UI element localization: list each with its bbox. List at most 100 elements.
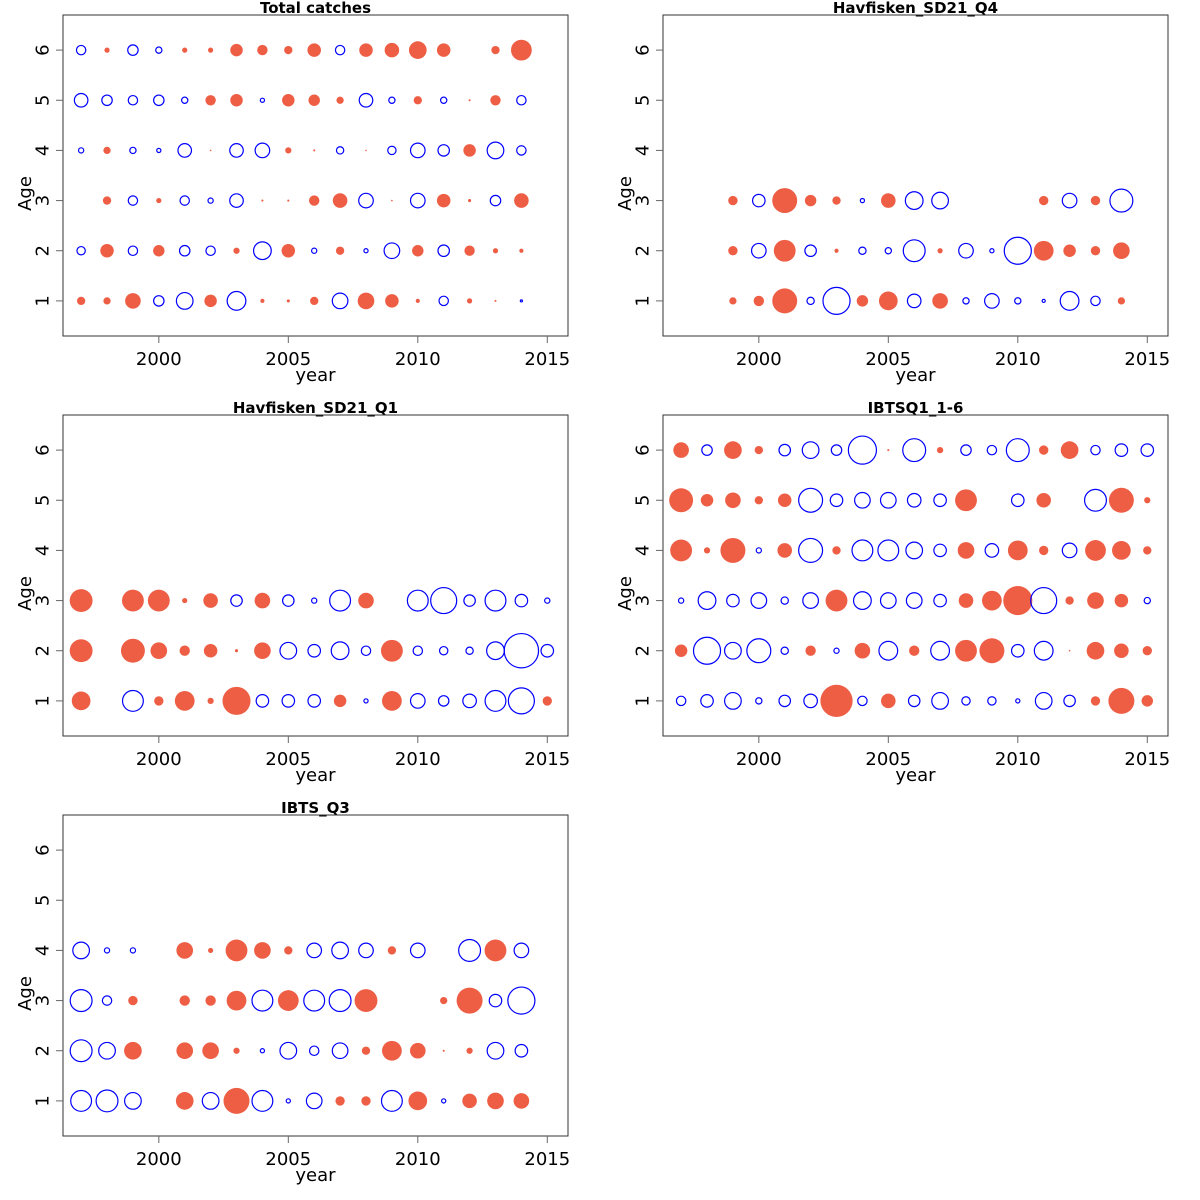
bubble-positive — [176, 942, 194, 959]
bubble-positive — [409, 1042, 426, 1059]
bubble-positive — [466, 1047, 473, 1054]
bubble-negative — [281, 594, 295, 607]
bubble-positive — [832, 196, 841, 205]
bubble-positive — [958, 593, 974, 608]
bubble-positive — [957, 542, 975, 559]
bubble-negative — [409, 192, 426, 209]
bubble-positive — [674, 644, 688, 657]
bubble-negative — [439, 96, 448, 104]
bubble-positive — [125, 293, 141, 309]
bubble-negative — [254, 142, 271, 159]
bubble-negative — [857, 695, 868, 707]
bubble-positive — [772, 288, 798, 314]
bubble-positive — [1112, 541, 1131, 560]
bubble-negative — [878, 640, 899, 661]
bubble-negative — [987, 696, 997, 706]
bubble-negative — [984, 293, 1000, 309]
bubble-negative — [175, 291, 194, 310]
bubble-positive — [332, 193, 348, 208]
bubble-positive — [153, 245, 165, 257]
bubble-positive — [281, 243, 296, 258]
bubble-negative — [465, 646, 474, 655]
bubble-positive — [203, 643, 218, 658]
bubble-negative — [251, 989, 274, 1012]
bubble-positive — [1108, 487, 1134, 513]
bubble-positive — [308, 94, 320, 106]
bubble-negative — [179, 195, 190, 206]
bubble-negative — [516, 94, 527, 106]
bubble-positive — [260, 298, 265, 303]
bubble-positive — [179, 995, 190, 1006]
bubble-positive — [513, 1093, 530, 1109]
bubble-positive — [1113, 242, 1130, 260]
panel-4: IBTS_Q3 2000 2005 2010 2015 1 2 3 4 5 6 year Age — [15, 799, 570, 1186]
bubble-positive — [487, 1092, 504, 1110]
bubble-positive — [225, 939, 248, 962]
bubble-positive — [285, 147, 292, 154]
bubble-positive — [490, 95, 501, 106]
y-tick-label: 1 — [33, 1095, 54, 1106]
bubble-positive — [385, 294, 399, 308]
bubble-positive — [1114, 643, 1129, 659]
x-tick-label: 2000 — [136, 349, 182, 370]
bubble-negative — [847, 435, 878, 465]
bubble-negative — [279, 1041, 298, 1060]
bubble-positive — [207, 697, 214, 705]
bubble-positive — [154, 696, 164, 706]
bubble-positive — [122, 589, 144, 612]
bubble-negative — [205, 245, 216, 257]
bubble-positive — [1039, 445, 1049, 455]
bubble-positive — [1090, 246, 1101, 256]
bubble-negative — [328, 989, 352, 1013]
bubble-negative — [1090, 444, 1101, 456]
bubble-positive — [175, 1092, 194, 1110]
bubble-negative — [77, 147, 85, 154]
bubble-positive — [412, 245, 424, 257]
bubble-negative — [724, 691, 742, 710]
bubble-negative — [72, 941, 91, 960]
bubble-positive — [361, 1046, 371, 1055]
bubble-positive — [336, 96, 344, 104]
bubble-positive — [333, 694, 347, 708]
bubble-negative — [1061, 192, 1078, 209]
bubble-positive — [804, 194, 817, 207]
bubble-negative — [746, 638, 772, 664]
plot-frame — [62, 414, 569, 737]
bubble-negative — [255, 694, 270, 708]
bubble-negative — [806, 296, 815, 306]
bubble-negative — [303, 989, 326, 1012]
y-tick-label: 6 — [633, 44, 654, 55]
bubble-negative — [488, 993, 503, 1008]
bubble-positive — [120, 638, 145, 663]
bubble-positive — [1039, 545, 1049, 556]
bubble-negative — [1059, 290, 1080, 311]
bubble-negative — [127, 195, 139, 206]
bubble-negative — [229, 143, 244, 158]
bubble-positive — [257, 44, 268, 56]
bubble-positive — [464, 245, 475, 256]
x-tick-label: 2010 — [395, 749, 441, 770]
y-axis-label: Age — [615, 576, 636, 611]
x-tick-label: 2000 — [736, 749, 782, 770]
bubble-positive — [1114, 593, 1129, 608]
bubble-negative — [852, 591, 872, 611]
bubble-positive — [729, 297, 737, 305]
bubble-positive — [391, 199, 393, 202]
bubble-positive — [777, 543, 792, 558]
panel-1: Havfisken_SD21_Q4 2000 2005 2010 2015 1 2 3 4 5 6 y… — [615, 0, 1170, 386]
bubble-negative — [1034, 691, 1053, 710]
bubble-negative — [751, 193, 766, 208]
x-axis-label: year — [295, 365, 336, 386]
bubble-negative — [486, 641, 505, 661]
bubble-negative — [330, 641, 350, 661]
x-tick-label: 2015 — [524, 749, 570, 770]
bubble-negative — [778, 443, 792, 457]
bubble-positive — [286, 299, 290, 303]
bubble-negative — [516, 145, 527, 156]
panel-title: Havfisken_SD21_Q4 — [833, 0, 998, 17]
panel-title: IBTS_Q3 — [281, 799, 350, 817]
bubble-negative — [331, 1042, 349, 1060]
x-axis-label: year — [295, 765, 336, 786]
bubble-negative — [905, 541, 924, 560]
